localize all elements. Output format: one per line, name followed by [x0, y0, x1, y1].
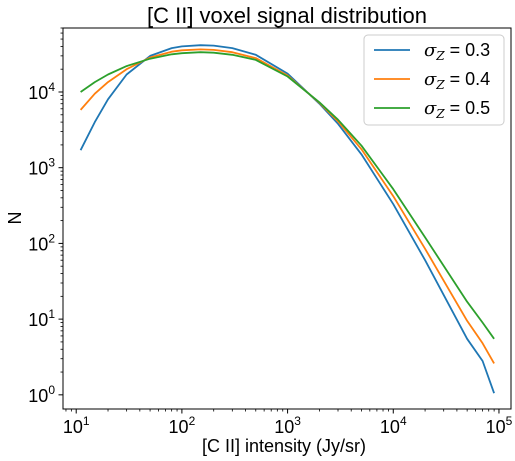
y-tick-label-2: 102	[28, 231, 55, 254]
series-line-2	[80, 51, 495, 340]
legend-label-1: σZ = 0.4	[424, 69, 490, 92]
x-tick-label-2: 103	[274, 414, 301, 437]
x-tick-label-1: 102	[169, 414, 196, 437]
legend-box	[363, 34, 505, 126]
legend: σZ = 0.3 σZ = 0.4 σZ = 0.5	[363, 34, 505, 126]
y-tick-label-1: 101	[28, 307, 55, 330]
series-line-1	[79, 48, 495, 364]
y-axis-label: N	[5, 212, 25, 225]
legend-label-2: σZ = 0.5	[424, 98, 490, 121]
y-tick-label-3: 103	[28, 156, 55, 179]
y-tick-label-4: 104	[28, 80, 55, 103]
chart-title: [C II] voxel signal distribution	[147, 3, 427, 28]
y-axis-ticks: 100 101 102 103 104	[28, 27, 63, 406]
y-tick-label-0: 100	[28, 383, 55, 406]
x-tick-label-3: 104	[380, 414, 407, 437]
x-axis-label: [C II] intensity (Jy/sr)	[202, 436, 366, 456]
x-axis-ticks: 101 102 103 104 105	[63, 409, 513, 437]
series-line-0	[79, 44, 495, 394]
x-tick-label-0: 101	[63, 414, 90, 437]
series-curves	[79, 44, 495, 394]
x-tick-label-4: 105	[486, 414, 513, 437]
legend-label-0: σZ = 0.3	[424, 40, 490, 63]
